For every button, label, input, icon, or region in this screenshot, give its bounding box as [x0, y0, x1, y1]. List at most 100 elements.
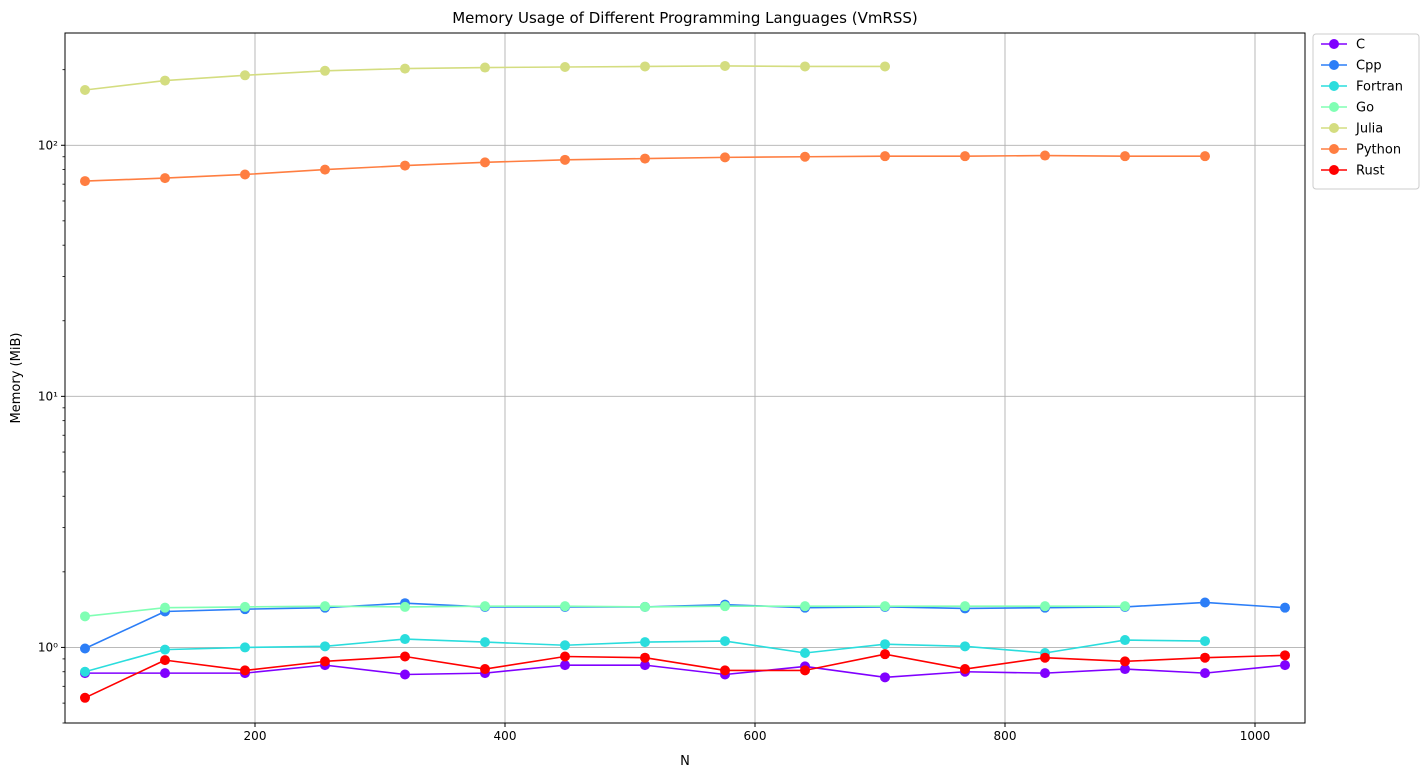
chart-title: Memory Usage of Different Programming La…	[452, 9, 918, 27]
data-point-python	[560, 154, 570, 165]
legend-marker	[1329, 123, 1339, 133]
data-point-c	[1280, 660, 1290, 671]
data-point-python	[880, 151, 890, 162]
data-point-fortran	[80, 666, 90, 677]
data-point-cpp	[1280, 602, 1290, 613]
data-point-python	[960, 151, 970, 162]
data-point-rust	[560, 651, 570, 662]
data-point-rust	[480, 664, 490, 675]
data-point-julia	[320, 65, 330, 76]
legend-marker	[1329, 144, 1339, 154]
y-tick-label: 10²	[38, 138, 58, 152]
data-point-julia	[640, 61, 650, 72]
x-tick-label: 800	[994, 729, 1017, 743]
data-point-fortran	[960, 641, 970, 652]
data-point-fortran	[160, 644, 170, 655]
x-tick-label: 400	[494, 729, 517, 743]
data-point-go	[560, 601, 570, 612]
data-point-python	[640, 153, 650, 164]
data-point-fortran	[400, 634, 410, 645]
data-point-go	[800, 601, 810, 612]
legend-label: Rust	[1356, 164, 1385, 179]
x-tick-label: 600	[744, 729, 767, 743]
data-point-julia	[160, 75, 170, 86]
data-point-rust	[80, 692, 90, 703]
data-point-fortran	[720, 636, 730, 647]
data-point-python	[400, 160, 410, 171]
data-point-cpp	[1200, 597, 1210, 608]
data-point-fortran	[1200, 636, 1210, 647]
legend-label: Python	[1356, 143, 1401, 158]
data-point-rust	[240, 665, 250, 676]
data-point-c	[400, 669, 410, 680]
series-fortran	[80, 634, 1210, 677]
data-point-c	[1040, 668, 1050, 679]
legend-label: Fortran	[1356, 80, 1403, 95]
series-go	[80, 601, 1130, 622]
data-point-fortran	[1120, 635, 1130, 646]
data-point-go	[1120, 601, 1130, 612]
data-point-cpp	[80, 643, 90, 654]
data-point-c	[880, 672, 890, 683]
data-point-fortran	[320, 641, 330, 652]
series-rust	[80, 649, 1290, 703]
grid-lines	[65, 33, 1305, 723]
data-point-rust	[1280, 650, 1290, 661]
y-tick-label: 10⁰	[38, 640, 58, 654]
data-point-c	[1120, 664, 1130, 675]
x-tick-label: 200	[244, 729, 267, 743]
x-tick-label: 1000	[1240, 729, 1271, 743]
data-point-go	[1040, 601, 1050, 612]
data-point-rust	[400, 651, 410, 662]
data-point-rust	[1040, 652, 1050, 663]
data-point-python	[240, 169, 250, 180]
data-point-go	[960, 601, 970, 612]
data-point-python	[80, 176, 90, 187]
data-point-go	[240, 601, 250, 612]
plot-area	[64, 32, 1306, 724]
legend-label: C	[1356, 38, 1365, 53]
series-python	[80, 150, 1210, 187]
data-point-go	[400, 601, 410, 612]
legend-label: Julia	[1355, 122, 1383, 137]
data-point-fortran	[560, 640, 570, 651]
data-point-c	[1200, 668, 1210, 679]
data-point-go	[80, 611, 90, 622]
data-point-python	[1200, 151, 1210, 162]
data-point-rust	[640, 652, 650, 663]
legend-label: Go	[1356, 101, 1374, 116]
legend-box	[1312, 33, 1420, 190]
data-point-rust	[880, 649, 890, 660]
data-point-rust	[160, 655, 170, 666]
data-point-c	[160, 668, 170, 679]
legend-marker	[1329, 81, 1339, 91]
data-point-fortran	[480, 637, 490, 648]
data-point-python	[720, 152, 730, 163]
x-axis-label: N	[680, 754, 690, 769]
data-point-rust	[1200, 652, 1210, 663]
legend-marker	[1329, 165, 1339, 175]
data-point-rust	[1120, 656, 1130, 667]
data-point-julia	[400, 63, 410, 74]
series-layer	[80, 60, 1290, 703]
legend-label: Cpp	[1356, 59, 1382, 74]
series-line-go	[84, 605, 1125, 618]
series-julia	[80, 60, 890, 96]
data-point-python	[800, 151, 810, 162]
data-point-fortran	[800, 648, 810, 659]
data-point-python	[480, 157, 490, 168]
data-point-c	[560, 660, 570, 671]
legend-marker	[1329, 102, 1339, 112]
data-point-fortran	[640, 637, 650, 648]
data-point-go	[640, 601, 650, 612]
data-point-go	[880, 601, 890, 612]
legend-marker	[1329, 39, 1339, 49]
data-point-python	[1040, 150, 1050, 161]
data-point-rust	[320, 656, 330, 667]
data-point-fortran	[240, 642, 250, 653]
data-point-rust	[960, 664, 970, 675]
legend-marker	[1329, 60, 1339, 70]
series-line-rust	[84, 653, 1286, 699]
data-point-go	[320, 601, 330, 612]
